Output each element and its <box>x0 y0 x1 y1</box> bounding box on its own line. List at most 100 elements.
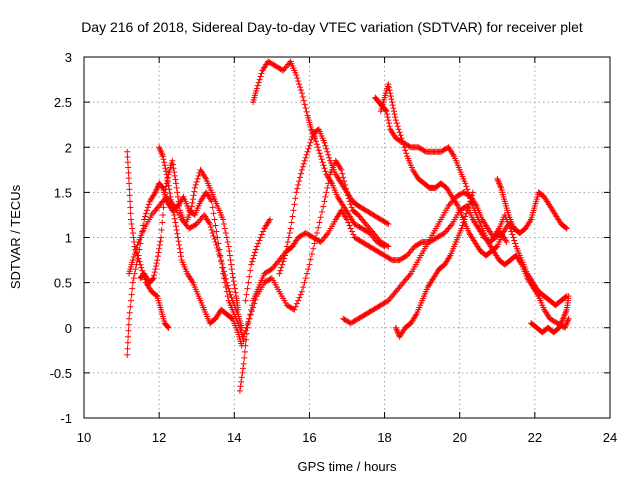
data-point <box>384 111 391 118</box>
data-point <box>322 142 329 149</box>
data-point <box>251 249 258 256</box>
data-point <box>227 257 234 264</box>
data-point <box>289 213 296 220</box>
data-point <box>467 195 474 202</box>
data-point <box>220 220 227 227</box>
data-point <box>219 260 226 267</box>
data-point <box>318 208 325 215</box>
data-point <box>151 269 158 276</box>
data-point <box>258 70 265 77</box>
data-point <box>391 111 398 118</box>
data-point <box>242 297 249 304</box>
data-point <box>253 243 260 250</box>
data-point <box>297 87 304 94</box>
data-point <box>143 207 150 214</box>
data-point <box>319 159 326 166</box>
data-point <box>251 300 258 307</box>
data-point <box>228 314 235 321</box>
data-point <box>154 253 161 260</box>
data-point <box>293 189 300 196</box>
data-point <box>295 181 302 188</box>
x-axis-label: GPS time / hours <box>298 459 397 474</box>
y-tick-label: 1 <box>65 231 72 246</box>
data-point <box>211 236 218 243</box>
data-point <box>306 142 313 149</box>
data-point <box>133 245 140 252</box>
data-point <box>257 73 264 80</box>
data-point <box>298 288 305 295</box>
data-point <box>512 240 519 247</box>
data-point <box>210 210 217 217</box>
data-point <box>229 270 236 277</box>
data-point <box>294 185 301 192</box>
series-track-11 <box>340 189 570 327</box>
data-point <box>144 204 151 211</box>
data-point <box>301 101 308 108</box>
data-point <box>124 345 131 352</box>
data-point <box>321 165 328 172</box>
series-track-16 <box>528 293 572 336</box>
data-point <box>226 288 233 295</box>
data-point <box>176 202 183 209</box>
data-point <box>286 229 293 236</box>
data-point <box>226 252 233 259</box>
data-point <box>398 135 405 142</box>
data-point <box>175 238 182 245</box>
data-point <box>189 196 196 203</box>
data-point <box>290 207 297 214</box>
data-point <box>195 172 202 179</box>
data-point <box>124 154 131 161</box>
data-point <box>159 153 166 160</box>
data-point <box>220 264 227 271</box>
data-point <box>164 175 171 182</box>
data-point <box>247 267 254 274</box>
data-point <box>464 207 471 214</box>
data-point <box>508 228 515 235</box>
data-point <box>296 81 303 88</box>
data-point <box>209 229 216 236</box>
data-point <box>240 333 247 340</box>
data-point <box>131 270 138 277</box>
data-point <box>307 256 314 263</box>
data-point <box>129 229 136 236</box>
data-point <box>384 220 391 227</box>
data-point <box>228 261 235 268</box>
data-point <box>281 255 288 262</box>
data-point <box>245 279 252 286</box>
data-point <box>292 303 299 310</box>
data-point <box>246 315 253 322</box>
data-point <box>134 242 141 249</box>
data-point <box>161 189 168 196</box>
data-point <box>318 156 325 163</box>
data-point <box>173 180 180 187</box>
data-point <box>296 178 303 185</box>
data-point <box>304 148 311 155</box>
data-point <box>249 258 256 265</box>
data-point <box>160 204 167 211</box>
data-point <box>153 263 160 270</box>
data-point <box>163 183 170 190</box>
data-point <box>240 365 247 372</box>
data-point <box>315 147 322 154</box>
data-point <box>280 258 287 265</box>
data-point <box>394 123 401 130</box>
data-point <box>231 285 238 292</box>
data-point <box>129 285 136 292</box>
data-point <box>296 294 303 301</box>
data-point <box>463 183 470 190</box>
data-point <box>157 238 164 245</box>
data-point <box>326 154 333 161</box>
data-point <box>385 120 392 127</box>
data-point <box>295 297 302 304</box>
data-point <box>243 324 250 331</box>
data-point <box>400 141 407 148</box>
data-point <box>169 161 176 168</box>
data-point <box>224 282 231 289</box>
data-point <box>171 211 178 218</box>
data-point <box>393 120 400 127</box>
data-point <box>171 172 178 179</box>
data-point <box>340 174 347 181</box>
data-point <box>192 181 199 188</box>
data-point <box>135 255 142 262</box>
data-point <box>130 275 137 282</box>
